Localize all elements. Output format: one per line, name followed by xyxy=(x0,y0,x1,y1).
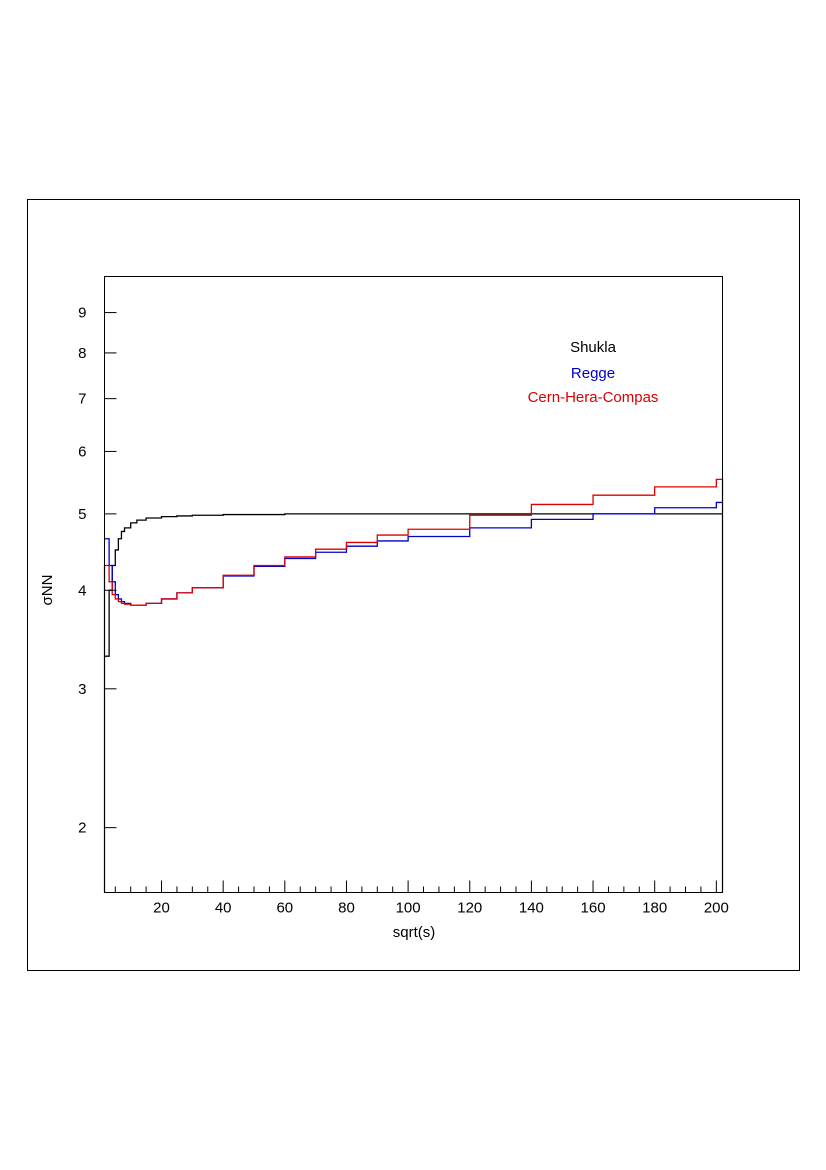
legend-entry-shukla: Shukla xyxy=(570,339,617,356)
series-line-cern-hera-compas xyxy=(103,478,724,893)
x-tick-label: 80 xyxy=(338,900,355,917)
y-tick-label: 2 xyxy=(78,820,86,837)
y-tick-label: 5 xyxy=(78,506,86,523)
x-tick-label: 120 xyxy=(457,900,482,917)
x-tick-label: 200 xyxy=(704,900,729,917)
legend-entry-cern-hera-compas: Cern-Hera-Compas xyxy=(528,389,659,406)
x-axis-label: sqrt(s) xyxy=(393,924,436,941)
x-tick-label: 140 xyxy=(519,900,544,917)
x-tick-label: 20 xyxy=(153,900,170,917)
outer-frame xyxy=(27,199,800,971)
y-tick-label: 3 xyxy=(78,681,86,698)
y-axis-label: σNN xyxy=(39,575,56,606)
y-tick-label: 7 xyxy=(78,391,86,408)
plot-frame xyxy=(104,276,723,893)
x-tick-label: 160 xyxy=(581,900,606,917)
series-line-regge xyxy=(104,501,724,606)
legend-entry-regge: Regge xyxy=(571,365,615,382)
y-tick-label: 6 xyxy=(78,443,86,460)
x-tick-label: 100 xyxy=(396,900,421,917)
x-tick-label: 180 xyxy=(642,900,667,917)
y-tick-label: 8 xyxy=(78,345,86,362)
series-line-shukla xyxy=(104,513,723,657)
x-tick-label: 60 xyxy=(276,900,293,917)
y-tick-label: 9 xyxy=(78,305,86,322)
x-tick-label: 40 xyxy=(215,900,232,917)
y-tick-label: 4 xyxy=(78,582,86,599)
